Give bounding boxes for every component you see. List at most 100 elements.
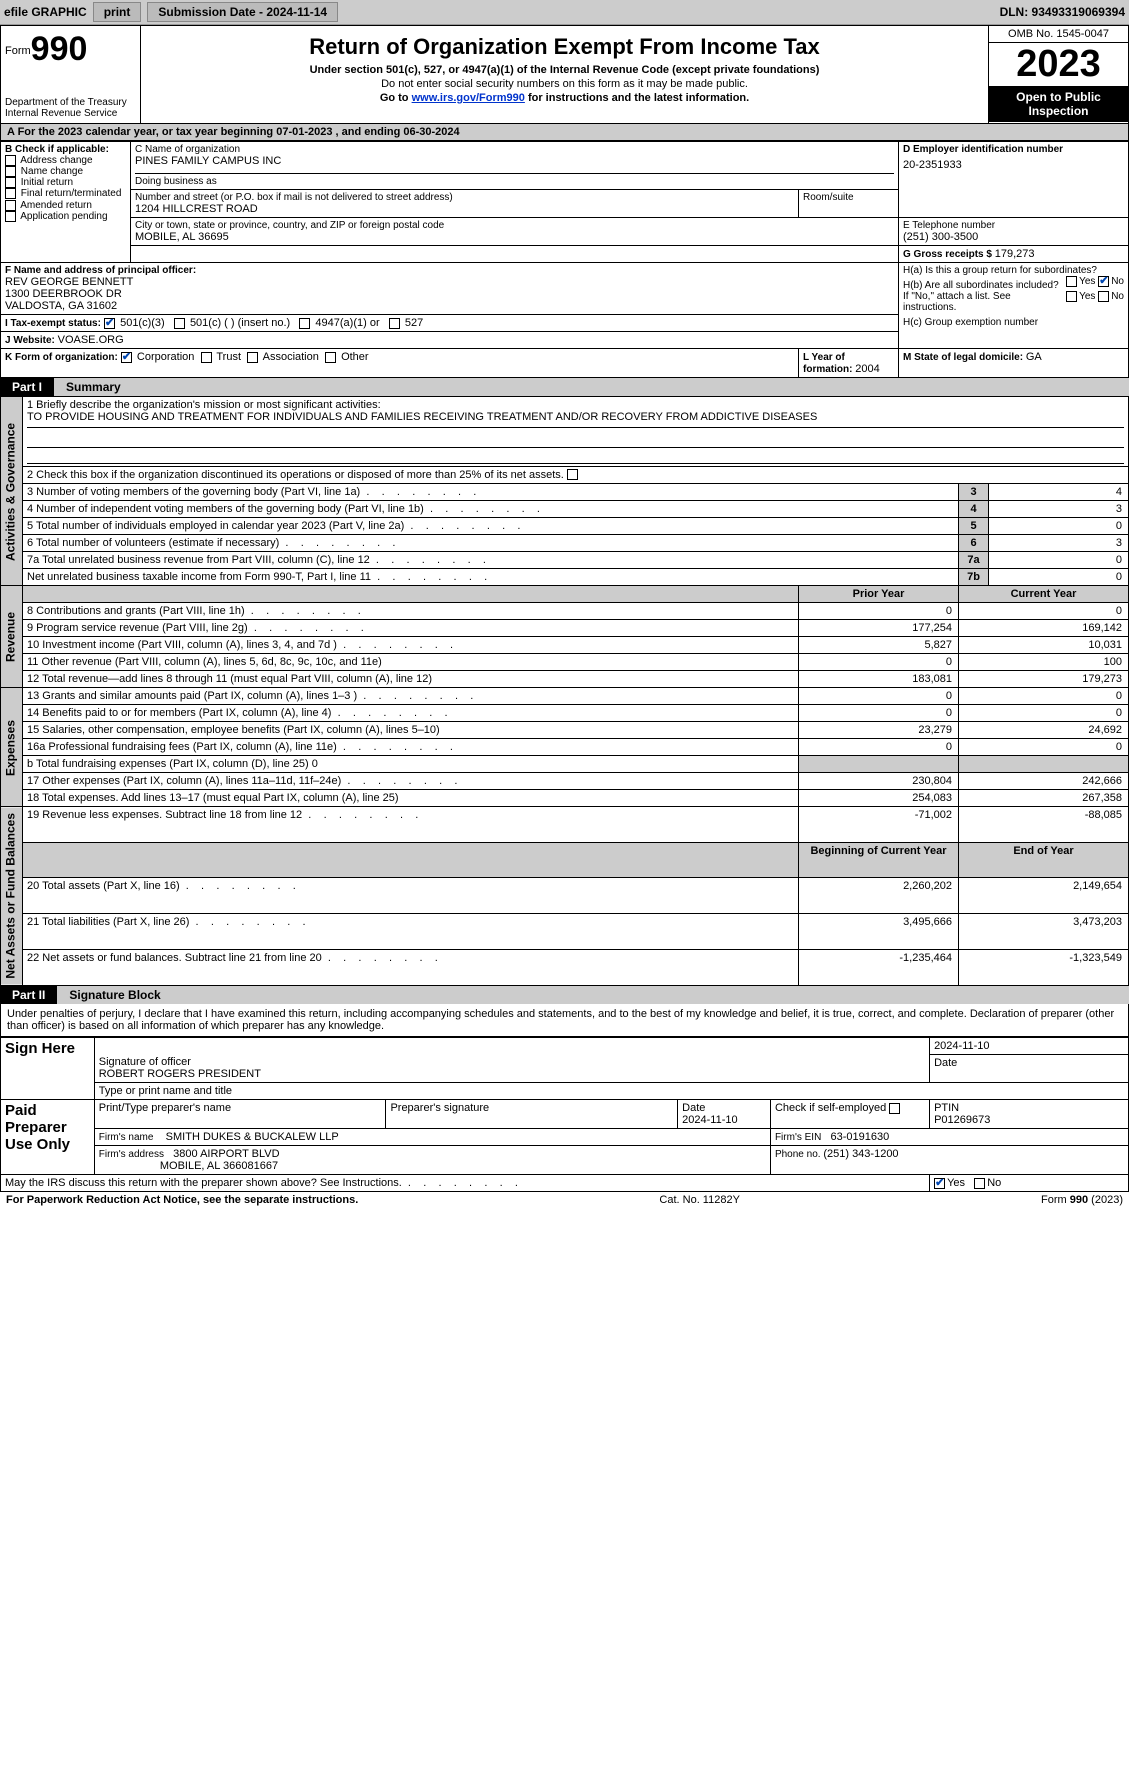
l3: 3 Number of voting members of the govern… — [23, 484, 959, 501]
501c-checkbox[interactable] — [174, 318, 185, 329]
toolbar: efile GRAPHIC print Submission Date - 20… — [0, 0, 1129, 25]
assoc-checkbox[interactable] — [247, 352, 258, 363]
l22: 22 Net assets or fund balances. Subtract… — [23, 949, 799, 985]
self-employed-checkbox[interactable] — [889, 1103, 900, 1114]
year-formation-label: L Year of formation: — [803, 352, 855, 375]
state-label: M State of legal domicile: — [903, 352, 1026, 363]
signature-table: Sign Here 2024-11-10 Signature of office… — [0, 1037, 1129, 1193]
l21-curr: 3,473,203 — [959, 914, 1129, 950]
l7b: Net unrelated business taxable income fr… — [23, 569, 959, 586]
l11-curr: 100 — [959, 654, 1129, 671]
irs-link[interactable]: www.irs.gov/Form990 — [412, 92, 525, 104]
current-year-header: Current Year — [959, 586, 1129, 603]
form-footer: Form 990 (2023) — [1041, 1194, 1123, 1206]
ha-yes-checkbox[interactable] — [1066, 276, 1077, 287]
l17: 17 Other expenses (Part IX, column (A), … — [23, 773, 799, 790]
l22-curr: -1,323,549 — [959, 949, 1129, 985]
hc-label: H(c) Group exemption number — [903, 317, 1124, 328]
submission-date: Submission Date - 2024-11-14 — [147, 2, 338, 22]
l22-prior: -1,235,464 — [799, 949, 959, 985]
l12: 12 Total revenue—add lines 8 through 11 … — [23, 671, 799, 688]
501c3-checkbox[interactable]: ✔ — [104, 318, 115, 329]
l20: 20 Total assets (Part X, line 16) — [23, 878, 799, 914]
l2-checkbox[interactable] — [567, 469, 578, 480]
l19-curr: -88,085 — [959, 807, 1129, 843]
prep-name-label: Print/Type preparer's name — [94, 1100, 386, 1129]
sig-officer-label: Signature of officer — [99, 1056, 925, 1068]
website: VOASE.ORG — [58, 334, 124, 346]
l19: 19 Revenue less expenses. Subtract line … — [23, 807, 799, 843]
l14-curr: 0 — [959, 705, 1129, 722]
l12-prior: 183,081 — [799, 671, 959, 688]
l1-label: 1 Briefly describe the organization's mi… — [27, 399, 1124, 411]
officer-sig: ROBERT ROGERS PRESIDENT — [99, 1068, 925, 1080]
part-ii-label: Part II — [0, 986, 57, 1004]
tax-year: 2023 — [989, 43, 1128, 86]
l14: 14 Benefits paid to or for members (Part… — [23, 705, 799, 722]
prior-year-header: Prior Year — [799, 586, 959, 603]
l3-val: 4 — [989, 484, 1129, 501]
addr-change-checkbox[interactable] — [5, 155, 16, 166]
website-label: J Website: — [5, 335, 58, 346]
part-i-title: Summary — [54, 378, 1129, 396]
hb-no-checkbox[interactable] — [1098, 291, 1109, 302]
discuss-no-checkbox[interactable] — [974, 1178, 985, 1189]
firm-name: SMITH DUKES & BUCKALEW LLP — [166, 1131, 339, 1143]
part-ii-bar: Part II Signature Block — [0, 986, 1129, 1004]
street: 1204 HILLCREST ROAD — [135, 203, 794, 215]
app-pending-checkbox[interactable] — [5, 211, 16, 222]
l7a-val: 0 — [989, 552, 1129, 569]
l20-prior: 2,260,202 — [799, 878, 959, 914]
form-title: Return of Organization Exempt From Incom… — [149, 34, 980, 60]
name-change-checkbox[interactable] — [5, 166, 16, 177]
initial-return-checkbox[interactable] — [5, 177, 16, 188]
l16b: b Total fundraising expenses (Part IX, c… — [23, 756, 799, 773]
dept-treasury: Department of the Treasury Internal Reve… — [5, 97, 136, 119]
other-checkbox[interactable] — [325, 352, 336, 363]
l6: 6 Total number of volunteers (estimate i… — [23, 535, 959, 552]
ha-label: H(a) Is this a group return for subordin… — [903, 265, 1124, 276]
city-label: City or town, state or province, country… — [135, 220, 894, 231]
room-label: Room/suite — [803, 192, 894, 203]
firm-addr1: 3800 AIRPORT BLVD — [173, 1148, 279, 1160]
ein: 20-2351933 — [903, 159, 1124, 171]
form-header: Form990 Department of the Treasury Inter… — [0, 25, 1129, 124]
l18: 18 Total expenses. Add lines 13–17 (must… — [23, 790, 799, 807]
efile-label: efile GRAPHIC — [4, 5, 87, 19]
date-label: Date — [930, 1054, 1129, 1083]
org-name-label: C Name of organization — [135, 144, 894, 155]
street-label: Number and street (or P.O. box if mail i… — [135, 192, 794, 203]
amended-checkbox[interactable] — [5, 200, 16, 211]
l8-prior: 0 — [799, 603, 959, 620]
l4-val: 3 — [989, 501, 1129, 518]
l10-prior: 5,827 — [799, 637, 959, 654]
side-netassets: Net Assets or Fund Balances — [1, 807, 23, 986]
trust-checkbox[interactable] — [201, 352, 212, 363]
final-return-checkbox[interactable] — [5, 188, 16, 199]
dln: DLN: 93493319069394 — [1000, 5, 1125, 19]
l15: 15 Salaries, other compensation, employe… — [23, 722, 799, 739]
dba-label: Doing business as — [135, 173, 894, 187]
corp-checkbox[interactable]: ✔ — [121, 352, 132, 363]
prep-sig-label: Preparer's signature — [386, 1100, 678, 1129]
entity-info-table: B Check if applicable: Address change Na… — [0, 141, 1129, 378]
paid-preparer: Paid Preparer Use Only — [1, 1100, 95, 1175]
sign-here: Sign Here — [1, 1037, 95, 1100]
print-button[interactable]: print — [93, 2, 142, 22]
hb-yes-checkbox[interactable] — [1066, 291, 1077, 302]
perjury-statement: Under penalties of perjury, I declare th… — [0, 1004, 1129, 1037]
ha-no-checkbox[interactable]: ✔ — [1098, 276, 1109, 287]
l21-prior: 3,495,666 — [799, 914, 959, 950]
part-i-label: Part I — [0, 378, 54, 396]
4947-checkbox[interactable] — [299, 318, 310, 329]
527-checkbox[interactable] — [389, 318, 400, 329]
l9-curr: 169,142 — [959, 620, 1129, 637]
l4: 4 Number of independent voting members o… — [23, 501, 959, 518]
l18-prior: 254,083 — [799, 790, 959, 807]
discuss-yes-checkbox[interactable]: ✔ — [934, 1178, 945, 1189]
goto-line: Go to www.irs.gov/Form990 for instructio… — [149, 92, 980, 104]
box-b-label: B Check if applicable: — [5, 144, 126, 155]
l19-prior: -71,002 — [799, 807, 959, 843]
type-title-label: Type or print name and title — [94, 1083, 1128, 1100]
l15-prior: 23,279 — [799, 722, 959, 739]
